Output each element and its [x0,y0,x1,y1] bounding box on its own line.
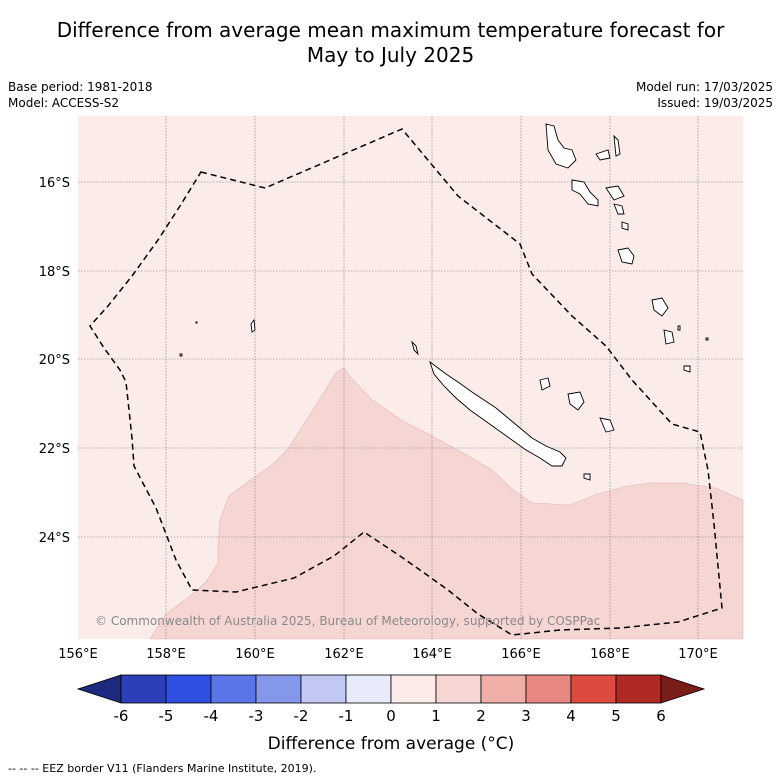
new-caledonia-coast [429,360,567,467]
lon-tick-160e: 160°E [235,647,275,662]
colorbar-tick-label: -1 [339,707,354,725]
colorbar-segment [390,674,437,704]
colorbar-tick-label: 2 [476,707,486,725]
colorbar-tick-label: -4 [204,707,219,725]
colorbar-tick-label: -2 [294,707,309,725]
map-panel [78,116,744,640]
colorbar-tick-label: 3 [521,707,531,725]
title-line-1: Difference from average mean maximum tem… [56,18,725,42]
lat-tick-22s: 22°S [39,442,70,457]
title-line-2: May to July 2025 [306,43,475,67]
vanuatu-central-coast [571,179,629,231]
map-title: Difference from average mean maximum tem… [0,18,781,68]
lat-tick-18s: 18°S [39,265,70,280]
colorbar-segments [76,674,706,704]
colorbar-label: Difference from average (°C) [268,734,515,754]
colorbar-segment [255,674,302,704]
colorbar-tick-label: 6 [656,707,666,725]
lat-tick-16s: 16°S [39,176,70,191]
colorbar-tick-labels: -6 -5 -4 -3 -2 -1 0 1 2 3 4 5 6 [114,707,666,725]
colorbar-segment [570,674,617,704]
colorbar-tick-label: 5 [611,707,621,725]
colorbar: -6 -5 -4 -3 -2 -1 0 1 2 3 4 5 6 Difference from aver… [76,674,706,754]
colorbar-tick-label: -5 [159,707,174,725]
colorbar-segment [615,674,662,704]
colorbar-segment [345,674,392,704]
lon-tick-164e: 164°E [412,647,452,662]
lat-tick-labels: 16°S 18°S 20°S 22°S 24°S [39,176,70,546]
colorbar-segment [435,674,482,704]
lat-tick-24s: 24°S [39,531,70,546]
lon-tick-162e: 162°E [324,647,364,662]
meta-left: Base period: 1981-2018 Model: ACCESS-S2 [8,79,153,111]
lon-tick-168e: 168°E [590,647,630,662]
colorbar-segment [120,674,167,704]
vanuatu-south-coast [617,247,691,373]
eez-border [89,128,723,636]
vanuatu-north-coast [545,123,621,169]
colorbar-segment [300,674,347,704]
copyright-notice: © Commonwealth of Australia 2025, Bureau… [95,614,601,628]
colorbar-segment [210,674,257,704]
anomaly-region-1-2 [149,367,744,640]
loyalty-islands-coast [539,377,615,481]
chesterfield-reef-coast [250,318,256,333]
colorbar-segment [165,674,212,704]
colorbar-segment [480,674,527,704]
colorbar-tick-label: -6 [114,707,129,725]
meta-right: Model run: 17/03/2025 Issued: 19/03/2025 [636,79,773,111]
coastlines [179,123,709,481]
colorbar-tick-label: -3 [249,707,264,725]
model-run: Model run: 17/03/2025 [635,80,773,94]
lat-tick-20s: 20°S [39,353,70,368]
issued-date: Issued: 19/03/2025 [657,96,773,110]
base-period: Base period: 1981-2018 [8,80,153,94]
colorbar-tick-label: 4 [566,707,576,725]
colorbar-tick-label: 0 [386,707,396,725]
colorbar-segment [525,674,572,704]
lon-gridlines [165,116,699,639]
small-islets [179,321,709,357]
colorbar-extend-high [660,674,706,704]
lon-tick-158e: 158°E [146,647,186,662]
lon-tick-labels: 156°E 158°E 160°E 162°E 164°E 166°E 168°… [58,647,718,662]
colorbar-extend-low [76,674,122,704]
model-name: Model: ACCESS-S2 [8,96,120,110]
lon-tick-170e: 170°E [678,647,718,662]
lon-tick-156e: 156°E [58,647,98,662]
eez-legend-note: -- -- -- EEZ border V11 (Flanders Marine… [8,762,317,775]
colorbar-tick-label: 1 [431,707,441,725]
lon-tick-166e: 166°E [501,647,541,662]
